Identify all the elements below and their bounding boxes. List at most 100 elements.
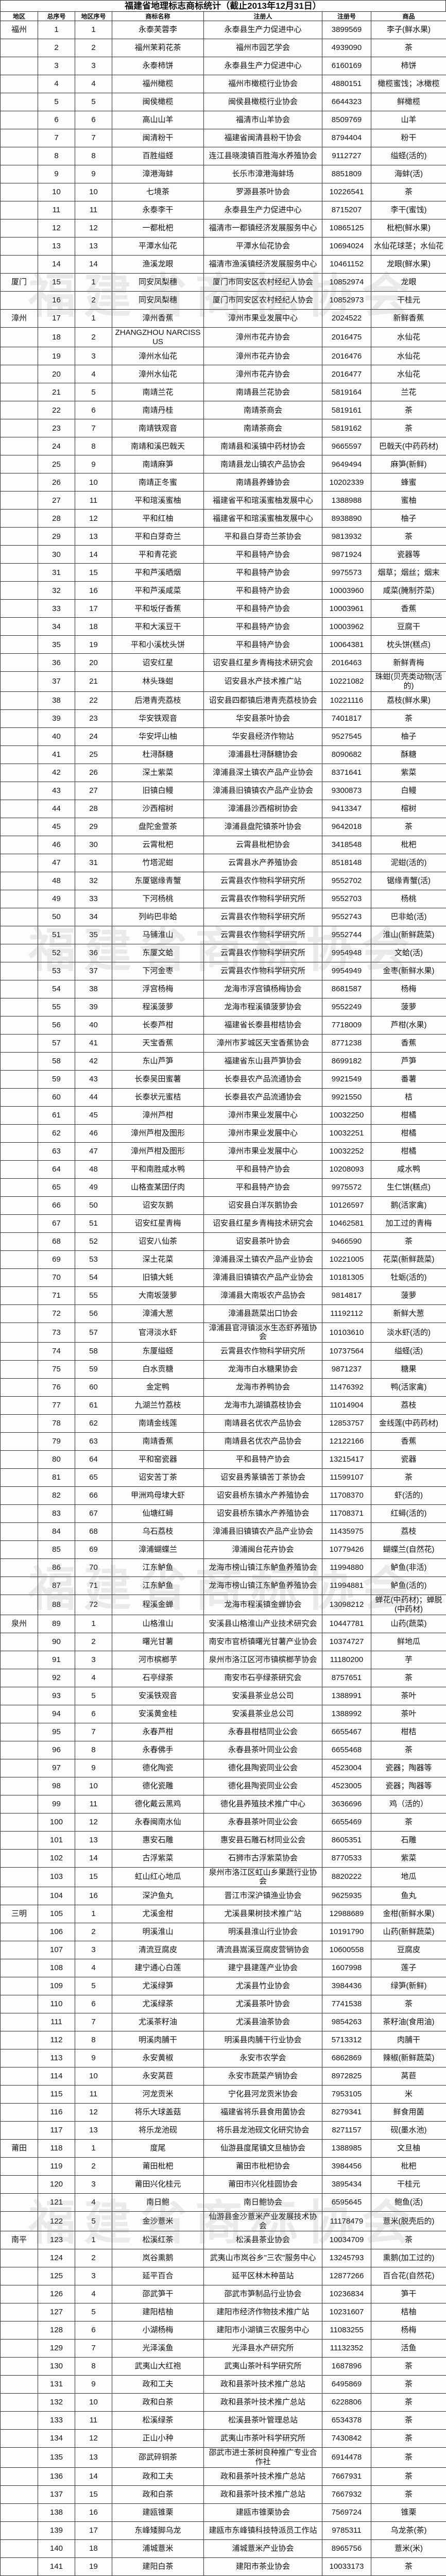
cell-registrant: 漳州市果业发展中心 [203, 309, 322, 328]
cell-product: 茶 [371, 401, 446, 420]
cell-region-no: 15 [75, 2485, 112, 2504]
cell-region [0, 943, 38, 962]
table-row: 28 12 平和红柚 福建省平和琯溪蜜柚发展中心 8938890 柚子 [0, 509, 446, 528]
cell-registrant: 福建省平和琯溪蜜柚发展中心 [203, 509, 322, 528]
cell-region-no: 10 [75, 2066, 112, 2086]
cell-product: 金柑(新鲜水果) [371, 1904, 446, 1923]
cell-registration-no: 8820222 [322, 1867, 371, 1887]
table-row: 63 47 漳州芦柑及图形 漳州市果业发展中心 10032252 柑橘 [0, 1142, 446, 1161]
cell-region-no: 5 [75, 383, 112, 402]
cell-region-no: 9 [75, 1758, 112, 1777]
cell-total-no: 47 [38, 853, 75, 872]
cell-product: 瓷器 [371, 1450, 446, 1469]
cell-total-no: 79 [38, 1432, 75, 1451]
cell-trademark-name: 曙光甘薯 [112, 1632, 204, 1651]
cell-product: 水仙花球茎；水仙花 [371, 237, 446, 256]
cell-total-no: 98 [38, 1776, 75, 1795]
cell-region [0, 563, 38, 582]
cell-registrant: 平和县白芽奇兰茶协会 [203, 527, 322, 546]
cell-registration-no: 8279341 [322, 2103, 371, 2122]
cell-product: 地瓜 [371, 1867, 446, 1887]
table-row: 97 9 德化陶瓷 德化县陶瓷同业公会 4523004 瓷器；陶器等 [0, 1758, 446, 1777]
cell-registrant: 云霄县农作物科学研究所 [203, 907, 322, 926]
cell-registration-no: 1388985 [322, 2139, 371, 2158]
cell-region-no: 54 [75, 1268, 112, 1287]
table-row: 30 14 平和青花瓷 平和县特产协会 9871924 瓷器等 [0, 545, 446, 564]
cell-product: 笋干 [371, 2285, 446, 2304]
table-row: 106 2 明溪淮山 明溪县淮山行业协会 10191790 山药(新鲜蔬菜) [0, 1922, 446, 1941]
cell-region-no: 5 [75, 93, 112, 111]
cell-product: 蜂蜜 [371, 473, 446, 492]
cell-trademark-name: 德化陶瓷 [112, 1758, 204, 1777]
cell-product: 茶 [371, 709, 446, 728]
cell-registration-no: 8972825 [322, 2066, 371, 2086]
cell-total-no: 25 [38, 455, 75, 474]
cell-region-no: 3 [75, 1940, 112, 1959]
cell-region [0, 2267, 38, 2286]
cell-trademark-name: 惠安石雕 [112, 1831, 204, 1850]
cell-trademark-name: 同安凤梨穗 [112, 291, 204, 310]
cell-registration-no: 9954949 [322, 961, 371, 980]
cell-region-no: 18 [75, 617, 112, 636]
cell-trademark-name: 福州橄榄 [112, 75, 204, 93]
cell-product: 白鳗 [371, 781, 446, 800]
column-header-trademark-name: 商标名称 [112, 11, 204, 21]
cell-trademark-name: 列屿巴非蛤 [112, 907, 204, 926]
cell-trademark-name: 平和小溪枕头饼 [112, 635, 204, 654]
cell-region [0, 2084, 38, 2104]
cell-region [0, 1342, 38, 1361]
cell-trademark-name: 建阳桔柚 [112, 2303, 204, 2322]
cell-trademark-name: 明溪淮山 [112, 1922, 204, 1941]
cell-product: 花菜(新鲜蔬菜) [371, 1250, 446, 1269]
cell-registrant: 诏安县白洋灰鹅协会 [203, 1196, 322, 1215]
cell-trademark-name: 甲洲鸡母埭大虾 [112, 1486, 204, 1505]
cell-product: 牡蛎(活的) [371, 1268, 446, 1287]
cell-registration-no: 10221005 [322, 1250, 371, 1269]
cell-product: 茶 [371, 1468, 446, 1487]
cell-registrant: 漳州市芗城区天宝香蕉协会 [203, 1033, 322, 1053]
cell-registration-no: 9665597 [322, 437, 371, 456]
cell-registrant: 福建省长泰县柑桔协会 [203, 1015, 322, 1035]
table-row: 111 7 尤溪茶籽油 尤溪县油茶协会 9854263 茶籽油(食用油) [0, 2012, 446, 2031]
cell-product: 芦柑(水果) [371, 1015, 446, 1035]
cell-region [0, 1940, 38, 1959]
table-row: 53 37 下河金枣 云霄县农作物科学研究所 9954949 金枣(新鲜水果) [0, 961, 446, 980]
cell-region-no: 16 [75, 2503, 112, 2522]
cell-region-no: 4 [75, 1958, 112, 1977]
cell-product: 山药(新鲜蔬菜) [371, 1922, 446, 1941]
cell-total-no: 108 [38, 1958, 75, 1977]
cell-registrant: 南安市官桥镇曙光甘薯产业协会 [203, 1632, 322, 1651]
cell-region-no: 11 [75, 1794, 112, 1814]
cell-registration-no: 2024522 [322, 309, 371, 328]
cell-registration-no: 3636696 [322, 1794, 371, 1814]
cell-product: 龙眼(鲜水果) [371, 255, 446, 274]
cell-total-no: 116 [38, 2103, 75, 2122]
cell-region-no: 7 [75, 2339, 112, 2358]
table-row: 112 8 明溪肉脯干 明溪县肉脯干行业协会 5713312 肉脯干 [0, 2030, 446, 2049]
cell-trademark-name: 百胜缢蛏 [112, 147, 204, 165]
cell-trademark-name: 深土花菜 [112, 1250, 204, 1269]
cell-trademark-name: 清流豆腐皮 [112, 1940, 204, 1959]
cell-registration-no: 5819162 [322, 419, 371, 438]
cell-region-no: 42 [75, 1052, 112, 1071]
cell-registration-no: 5819161 [322, 401, 371, 420]
table-row: 12 12 一都枇杷 福清市一都镇经济发展服务中心 10865125 枇杷(鲜水果) [0, 219, 446, 238]
cell-total-no: 117 [38, 2121, 75, 2140]
cell-region-no: 5 [75, 1976, 112, 1995]
cell-trademark-name: 竹塔泥蚶 [112, 853, 204, 872]
cell-registrant: 龙海市榜山镇江东鲈鱼养殖协会 [203, 1577, 322, 1596]
cell-registrant: 云霄县农作物科学研究所 [203, 925, 322, 944]
cell-product: 茶 [371, 2411, 446, 2430]
table-row: 5 5 闽侯橄榄 闽侯县橄榄行业协会 6644323 鲜橄榄 [0, 93, 446, 111]
cell-total-no: 55 [38, 997, 75, 1016]
cell-registrant: 南靖县养蜂协会 [203, 473, 322, 492]
cell-registrant: 云霄县农作物科学研究所 [203, 871, 322, 890]
cell-region [0, 1178, 38, 1197]
cell-product: 枕头饼(糕点) [371, 635, 446, 654]
cell-region [0, 1504, 38, 1523]
cell-product: 茶 [371, 2393, 446, 2412]
cell-region [0, 653, 38, 672]
cell-region-no: 53 [75, 1250, 112, 1269]
cell-total-no: 2 [38, 39, 75, 57]
cell-total-no: 83 [38, 1504, 75, 1523]
